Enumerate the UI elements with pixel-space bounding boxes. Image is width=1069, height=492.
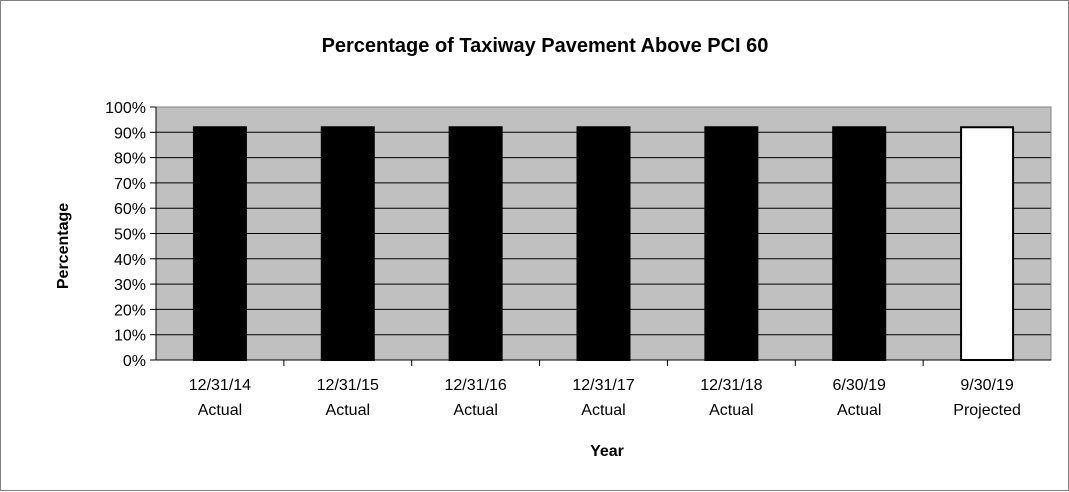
- y-tick-label: 70%: [114, 176, 146, 193]
- x-tick-label-date: 12/31/14: [189, 377, 251, 394]
- bar-actual: [448, 126, 503, 361]
- bar-projected: [960, 126, 1015, 361]
- bar-actual: [704, 126, 759, 361]
- x-axis-title: Year: [590, 443, 624, 460]
- x-tick-label-date: 12/31/17: [572, 377, 634, 394]
- y-tick-label: 0%: [123, 353, 146, 370]
- y-tick-label: 50%: [114, 227, 146, 244]
- x-tick-label-status: Actual: [453, 402, 497, 419]
- y-tick-label: 30%: [114, 277, 146, 294]
- y-tick-label: 10%: [114, 328, 146, 345]
- y-tick-label: 90%: [114, 125, 146, 142]
- x-tick-label-date: 12/31/16: [445, 377, 507, 394]
- bar-actual: [192, 126, 247, 361]
- x-tick-label-status: Actual: [326, 402, 370, 419]
- y-tick-label: 40%: [114, 252, 146, 269]
- x-tick-label-date: 6/30/19: [833, 377, 886, 394]
- x-tick-label-date: 12/31/18: [700, 377, 762, 394]
- x-tick-label-status: Projected: [953, 402, 1021, 419]
- x-tick-label-date: 9/30/19: [960, 377, 1013, 394]
- bar-actual: [832, 126, 887, 361]
- x-tick-label-date: 12/31/15: [317, 377, 379, 394]
- y-axis-title: Percentage: [55, 203, 72, 289]
- bar-actual: [320, 126, 375, 361]
- x-tick-label-status: Actual: [837, 402, 881, 419]
- x-tick-label-status: Actual: [198, 402, 242, 419]
- plot-area: 0% 10% 20% 30% 40% 50% 60% 70% 80% 90% 100% 12/31/1…: [105, 100, 1052, 419]
- y-tick-label: 60%: [114, 201, 146, 218]
- y-tick-label: 80%: [114, 151, 146, 168]
- chart-title: Percentage of Taxiway Pavement Above PCI…: [322, 35, 769, 57]
- bar-actual: [576, 126, 631, 361]
- x-tick-label-status: Actual: [709, 402, 753, 419]
- y-tick-label: 100%: [105, 100, 146, 117]
- x-tick-label-status: Actual: [581, 402, 625, 419]
- y-tick-label: 20%: [114, 302, 146, 319]
